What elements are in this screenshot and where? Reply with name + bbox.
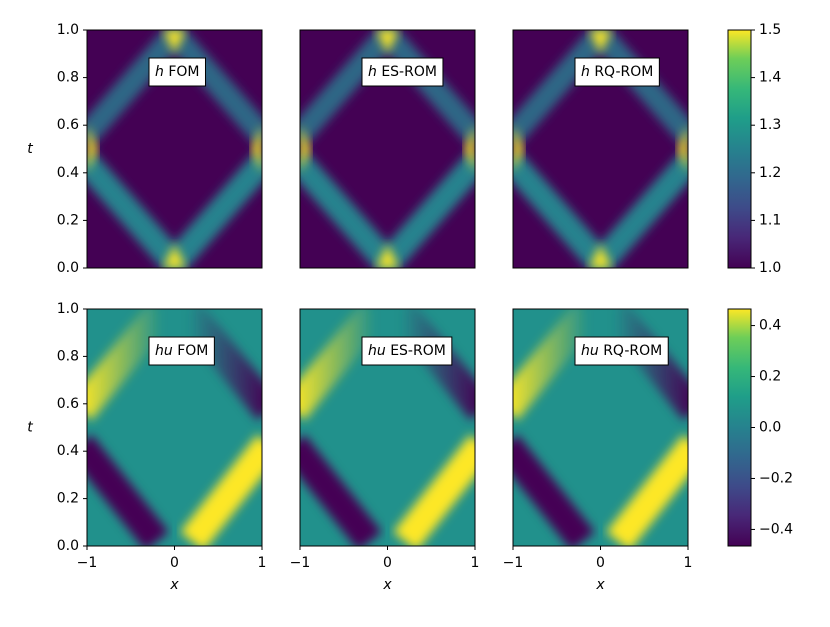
- heatmap: [513, 309, 688, 546]
- y-tick-label: 0.8: [57, 70, 79, 86]
- x-tick-label: 0: [383, 555, 392, 571]
- label-box: [361, 336, 453, 366]
- wave-band: [300, 309, 386, 421]
- label-box: [361, 57, 444, 87]
- wave-band: [513, 309, 599, 421]
- method-name: FOM: [168, 64, 199, 80]
- field-name: h: [368, 64, 377, 80]
- y-tick-label: 0.8: [57, 348, 79, 364]
- x-axis-label: x: [169, 577, 179, 593]
- wave-peak: [163, 244, 186, 268]
- panel-label: h FOM: [155, 64, 199, 80]
- y-tick-label: 0.0: [57, 260, 79, 276]
- wave-peak: [376, 30, 399, 54]
- panel-label: h RQ-ROM: [581, 64, 653, 80]
- x-tick-label: −1: [503, 555, 524, 571]
- wave-band: [180, 434, 262, 546]
- y-tick-label: 0.6: [57, 117, 79, 133]
- colorbar-tick-label: 0.0: [759, 420, 781, 436]
- wave-peak: [464, 125, 475, 173]
- wave-peak: [513, 125, 524, 173]
- field-name: hu: [155, 343, 173, 359]
- x-tick-label: −1: [290, 555, 311, 571]
- field-name: h: [155, 64, 164, 80]
- wave-peak: [163, 30, 186, 54]
- label-box: [148, 57, 206, 87]
- wave-band: [513, 434, 595, 546]
- field-name: h: [581, 64, 590, 80]
- y-tick-label: 0.2: [57, 491, 79, 507]
- y-tick-label: 0.6: [57, 396, 79, 412]
- y-tick-label: 0.4: [57, 165, 79, 181]
- wave-band: [87, 309, 173, 421]
- y-tick-label: 0.0: [57, 538, 79, 554]
- axes-frame: [512, 29, 689, 269]
- colorbar-tick-label: 0.4: [759, 318, 781, 334]
- wave-peak: [589, 30, 612, 54]
- panel-label: hu ES-ROM: [368, 343, 446, 359]
- method-name: RQ-ROM: [594, 64, 653, 80]
- colorbar-tick-label: 1.4: [759, 70, 781, 86]
- x-tick-label: 1: [684, 555, 693, 571]
- y-axis-label: t: [27, 420, 33, 436]
- label-box: [574, 336, 669, 366]
- colorbar-tick-label: 1.3: [759, 117, 781, 133]
- colorbar: [727, 308, 752, 547]
- colorbar-tick-label: 1.1: [759, 212, 781, 228]
- field-name: hu: [368, 343, 386, 359]
- y-tick-label: 1.0: [57, 22, 79, 38]
- wave-peak: [376, 244, 399, 268]
- colorbar-tick-label: −0.2: [759, 470, 793, 486]
- x-tick-label: 1: [471, 555, 480, 571]
- colorbar-tick-label: 0.2: [759, 369, 781, 385]
- wave-band: [176, 309, 262, 421]
- wave-band: [300, 434, 382, 546]
- y-axis-label: t: [27, 141, 33, 157]
- colorbar: [727, 29, 752, 269]
- label-box: [574, 57, 660, 87]
- wave-peak: [300, 125, 311, 173]
- wave-peak: [87, 125, 98, 173]
- y-tick-label: 1.0: [57, 301, 79, 317]
- colorbar-tick-label: 1.2: [759, 165, 781, 181]
- wave-peak: [251, 125, 262, 173]
- x-axis-label: x: [595, 577, 605, 593]
- label-box: [148, 336, 215, 366]
- colorbar-tick-label: 1.0: [759, 260, 781, 276]
- wave-peak: [589, 244, 612, 268]
- wave-band: [606, 434, 688, 546]
- wave-band: [393, 434, 475, 546]
- x-tick-label: 0: [170, 555, 179, 571]
- x-tick-label: 1: [258, 555, 267, 571]
- x-axis-label: x: [382, 577, 392, 593]
- y-tick-label: 0.2: [57, 212, 79, 228]
- wave-band: [87, 434, 169, 546]
- wave-peak: [677, 125, 688, 173]
- x-tick-label: 0: [596, 555, 605, 571]
- colorbar-tick-label: −0.4: [759, 521, 793, 537]
- method-name: FOM: [177, 343, 208, 359]
- axes-frame: [299, 29, 476, 269]
- method-name: ES-ROM: [381, 64, 437, 80]
- colorbar-tick-label: 1.5: [759, 22, 781, 38]
- field-name: hu: [581, 343, 599, 359]
- panel-label: hu RQ-ROM: [581, 343, 662, 359]
- panel-label: hu FOM: [155, 343, 208, 359]
- panel-label: h ES-ROM: [368, 64, 437, 80]
- method-name: RQ-ROM: [603, 343, 662, 359]
- method-name: ES-ROM: [390, 343, 446, 359]
- heatmap: [87, 309, 262, 546]
- y-tick-label: 0.4: [57, 443, 79, 459]
- x-tick-label: −1: [77, 555, 98, 571]
- axes-frame: [86, 29, 263, 269]
